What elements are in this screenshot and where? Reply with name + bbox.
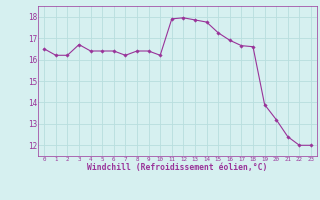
X-axis label: Windchill (Refroidissement éolien,°C): Windchill (Refroidissement éolien,°C) xyxy=(87,163,268,172)
